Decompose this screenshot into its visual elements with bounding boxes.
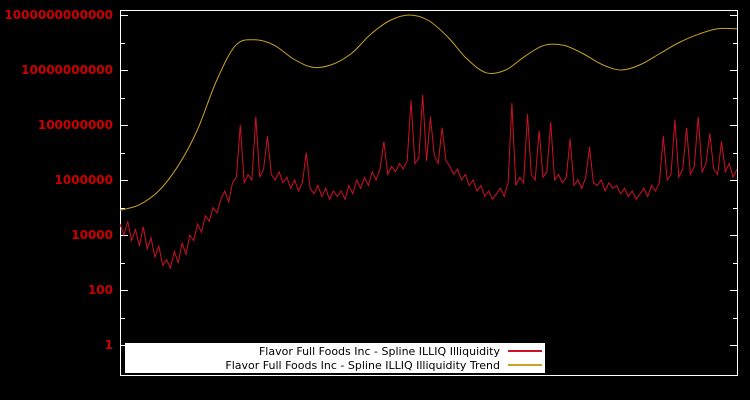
y-tick-label: 100 [88,283,113,297]
legend-label-illiquidity: Flavor Full Foods Inc - Spline ILLIQ Ill… [258,344,500,358]
legend-entry-illiquidity: Flavor Full Foods Inc - Spline ILLIQ Ill… [125,344,542,358]
legend-entry-trend: Flavor Full Foods Inc - Spline ILLIQ Ill… [125,358,542,372]
chart-legend: Flavor Full Foods Inc - Spline ILLIQ Ill… [125,343,545,373]
plot-border [120,10,738,376]
y-tick-label: 1 [105,338,113,352]
trend-line [119,14,738,211]
y-tick-label: 100000000 [38,118,113,132]
illiquidity-line [119,94,738,270]
y-tick-label: 10000000000 [21,63,113,77]
legend-line-sample-illiquidity [508,350,542,352]
legend-line-sample-trend [508,364,542,366]
y-tick-label: 10000 [71,228,113,242]
y-tick-label: 1000000000000 [4,8,113,22]
legend-label-trend: Flavor Full Foods Inc - Spline ILLIQ Ill… [225,358,500,372]
y-tick-label: 1000000 [55,173,113,187]
